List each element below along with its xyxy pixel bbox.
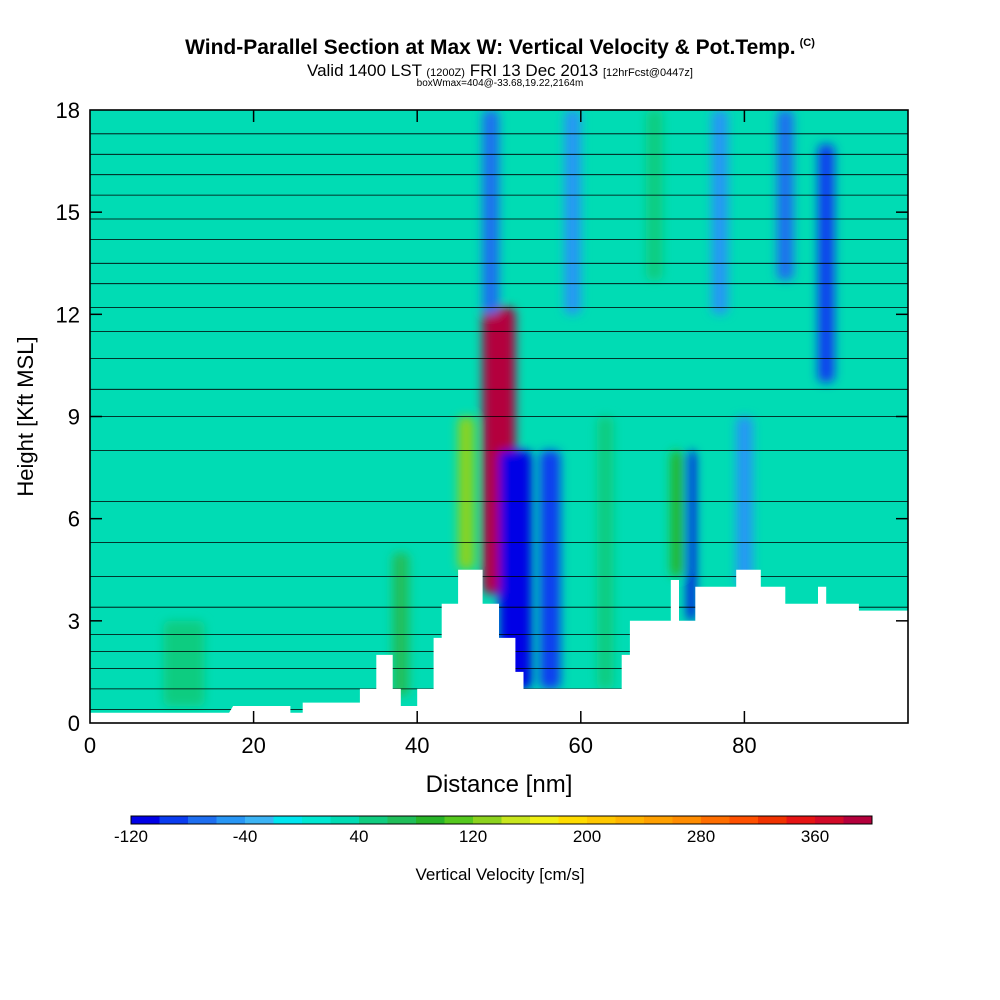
forecast-info: [12hrFcst@0447z] bbox=[602, 67, 693, 79]
colorbar-swatch bbox=[729, 816, 759, 824]
colorbar-tick-label: 360 bbox=[801, 827, 829, 846]
y-tick-label: 3 bbox=[68, 609, 80, 634]
colorbar-frame bbox=[130, 815, 873, 825]
colorbar-tick-label: -120 bbox=[114, 827, 148, 846]
colorbar-swatch bbox=[216, 816, 246, 824]
chart-subtitle: Valid 1400 LST (1200Z) FRI 13 Dec 2013 [… bbox=[0, 61, 1000, 81]
colorbar-swatch bbox=[644, 816, 673, 824]
colorbar-swatch bbox=[444, 816, 474, 824]
colorbar-swatch bbox=[359, 816, 388, 824]
colorbar-swatch bbox=[815, 816, 844, 824]
box-info: boxWmax=404@-33.68,19.22,2164m bbox=[416, 78, 584, 89]
y-tick-label: 9 bbox=[68, 405, 80, 430]
velocity-cell-2 bbox=[499, 450, 532, 689]
colorbar-swatch bbox=[587, 816, 616, 824]
colorbar-tick-label: 200 bbox=[573, 827, 601, 846]
colorbar-swatch bbox=[530, 816, 559, 824]
velocity-cell-10 bbox=[163, 620, 205, 706]
colorbar-swatch bbox=[501, 816, 531, 824]
colorbar-swatch bbox=[672, 816, 702, 824]
colorbar-swatch bbox=[615, 816, 645, 824]
colorbar-tick-label: -40 bbox=[233, 827, 258, 846]
valid-prefix: Valid 1400 LST bbox=[307, 61, 422, 80]
colorbar-swatch bbox=[843, 816, 873, 824]
chart-title: Wind-Parallel Section at Max W: Vertical… bbox=[0, 36, 1000, 60]
colorbar-swatch bbox=[131, 816, 160, 824]
velocity-cell-5 bbox=[687, 450, 696, 621]
x-tick-label: 60 bbox=[569, 733, 593, 758]
colorbar-swatch bbox=[330, 816, 360, 824]
colorbar-swatch bbox=[558, 816, 588, 824]
colorbar-swatch bbox=[758, 816, 787, 824]
velocity-cell-3 bbox=[539, 450, 561, 689]
colorbar-swatch bbox=[302, 816, 331, 824]
colorbar-swatch bbox=[473, 816, 502, 824]
valid-date: FRI 13 Dec 2013 bbox=[469, 61, 599, 80]
colorbar-swatch bbox=[701, 816, 730, 824]
colorbar-tick-label: 280 bbox=[687, 827, 715, 846]
x-tick-label: 40 bbox=[405, 733, 429, 758]
colorbar-tick-label: 120 bbox=[459, 827, 487, 846]
colorbar-tick-label: 40 bbox=[350, 827, 369, 846]
x-tick-label: 20 bbox=[241, 733, 265, 758]
colorbar-swatch bbox=[188, 816, 217, 824]
velocity-cell-9 bbox=[392, 552, 410, 696]
colorbar-swatch bbox=[387, 816, 417, 824]
y-tick-label: 18 bbox=[56, 98, 80, 123]
x-tick-label: 80 bbox=[732, 733, 756, 758]
y-tick-label: 12 bbox=[56, 302, 80, 327]
colorbar-swatch bbox=[159, 816, 189, 824]
velocity-cell-0 bbox=[458, 416, 475, 570]
colorbar-swatch bbox=[273, 816, 303, 824]
colorbar-swatch bbox=[786, 816, 816, 824]
y-axis-label: Height [Kft MSL] bbox=[13, 336, 38, 496]
plot-area bbox=[90, 110, 908, 723]
colorbar-swatch bbox=[416, 816, 445, 824]
y-tick-label: 0 bbox=[68, 711, 80, 736]
valid-utc: (1200Z) bbox=[426, 67, 465, 79]
y-tick-label: 15 bbox=[56, 200, 80, 225]
x-axis-label: Distance [nm] bbox=[426, 771, 573, 798]
terrain-mask bbox=[90, 569, 908, 723]
chart-title-main: Wind-Parallel Section at Max W: Vertical… bbox=[185, 36, 796, 59]
copyright-mark: (C) bbox=[799, 37, 815, 49]
velocity-cell-4 bbox=[597, 416, 614, 689]
y-tick-label: 6 bbox=[68, 507, 80, 532]
velocity-cell-6 bbox=[670, 450, 684, 577]
colorbar-label: Vertical Velocity [cm/s] bbox=[415, 865, 584, 884]
x-tick-label: 0 bbox=[84, 733, 96, 758]
colorbar-swatch bbox=[245, 816, 274, 824]
